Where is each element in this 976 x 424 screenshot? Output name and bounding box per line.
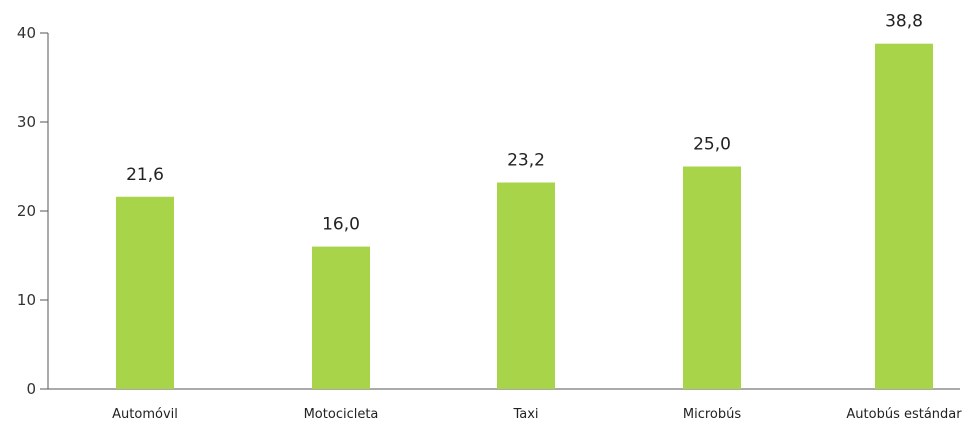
bar-value-label: 38,8 — [885, 12, 923, 32]
bar-value-label: 25,0 — [693, 135, 731, 155]
category-label: Taxi — [512, 407, 538, 422]
bar — [312, 246, 370, 389]
category-label: Microbús — [683, 407, 741, 422]
bar-value-label: 16,0 — [322, 215, 360, 235]
y-axis: 0 10 20 30 40 — [17, 24, 49, 398]
y-tick-label: 10 — [17, 291, 36, 309]
y-tick-label: 30 — [17, 113, 36, 131]
category-labels-group: Automóvil Motocicleta Taxi Microbús Autobús … — [112, 407, 962, 422]
bar-value-label: 21,6 — [126, 165, 164, 185]
category-label: Autobús estándar — [846, 407, 962, 422]
bar-value-label: 23,2 — [507, 151, 545, 171]
value-labels-group: 21,6 16,0 23,2 25,0 38,8 — [126, 12, 923, 235]
y-tick-label: 0 — [26, 380, 36, 398]
y-tick-label: 40 — [17, 24, 36, 42]
category-label: Motocicleta — [304, 407, 379, 422]
bar — [875, 43, 933, 390]
category-label: Automóvil — [112, 407, 178, 422]
bar — [683, 166, 741, 389]
bars-group — [116, 43, 933, 390]
bar — [116, 196, 174, 389]
y-tick-label: 20 — [17, 202, 36, 220]
bar — [497, 182, 555, 389]
